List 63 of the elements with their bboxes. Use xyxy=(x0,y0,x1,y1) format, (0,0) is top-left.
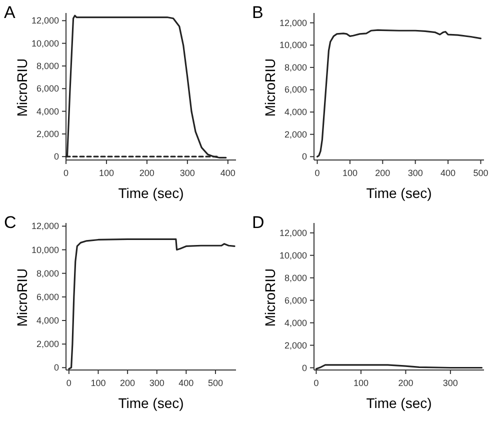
chart-title: D xyxy=(252,213,264,232)
x-axis-title: Time (sec) xyxy=(366,395,432,411)
y-tick-label: 8,000 xyxy=(284,272,307,283)
y-tick-label: 10,000 xyxy=(31,244,59,255)
x-tick-label: 500 xyxy=(473,168,488,178)
y-tick-label: 6,000 xyxy=(284,295,307,306)
x-tick-label: 200 xyxy=(375,168,390,178)
y-tick-label: 4,000 xyxy=(284,318,307,328)
x-tick-label: 300 xyxy=(149,378,164,388)
y-axis-title: MicroRIU xyxy=(262,58,278,117)
x-tick-label: 400 xyxy=(220,168,236,178)
line-series xyxy=(68,238,236,370)
y-tick-label: 10,000 xyxy=(279,40,307,50)
y-axis-title: MicroRIU xyxy=(262,268,278,327)
y-tick-label: 10,000 xyxy=(279,250,307,260)
y-tick-label: 2,000 xyxy=(36,128,59,139)
x-tick-label: 400 xyxy=(440,168,456,178)
y-tick-label: 2,000 xyxy=(36,339,59,350)
x-tick-label: 0 xyxy=(314,378,319,388)
x-tick-label: 300 xyxy=(180,168,195,178)
chart-title: A xyxy=(4,3,16,22)
x-tick-label: 500 xyxy=(208,378,223,388)
x-tick-label: 0 xyxy=(314,168,320,178)
y-tick-label: 0 xyxy=(302,152,307,162)
y-tick-label: 8,000 xyxy=(36,60,59,71)
y-tick-label: 0 xyxy=(54,362,59,373)
x-tick-label: 0 xyxy=(63,168,69,178)
y-tick-label: 12,000 xyxy=(279,228,307,238)
x-tick-label: 100 xyxy=(90,378,106,388)
chart-title: C xyxy=(4,213,16,232)
y-tick-label: 0 xyxy=(54,152,59,162)
y-tick-label: 4,000 xyxy=(36,315,59,326)
x-tick-label: 300 xyxy=(408,168,423,178)
y-tick-label: 2,000 xyxy=(284,129,307,140)
x-tick-label: 300 xyxy=(442,378,458,388)
x-tick-label: 200 xyxy=(398,378,414,388)
x-tick-label: 400 xyxy=(178,378,194,388)
y-axis-title: MicroRIU xyxy=(14,58,30,117)
y-tick-label: 8,000 xyxy=(36,268,59,278)
y-tick-label: 12,000 xyxy=(31,221,59,232)
y-tick-label: 6,000 xyxy=(36,292,59,302)
line-series xyxy=(316,29,482,158)
x-axis-title: Time (sec) xyxy=(118,185,184,201)
chart-title: B xyxy=(252,3,264,22)
y-tick-label: 10,000 xyxy=(31,38,59,48)
y-tick-label: 4,000 xyxy=(284,107,307,118)
x-tick-label: 200 xyxy=(139,168,154,178)
y-tick-label: 6,000 xyxy=(284,84,307,95)
x-tick-label: 100 xyxy=(353,378,368,388)
y-tick-label: 12,000 xyxy=(31,16,59,26)
x-axis-title: Time (sec) xyxy=(366,185,432,201)
y-tick-label: 8,000 xyxy=(284,62,307,72)
y-axis-title: MicroRIU xyxy=(14,268,30,327)
x-tick-label: 100 xyxy=(98,168,114,178)
x-axis-title: Time (sec) xyxy=(118,395,184,411)
y-tick-label: 12,000 xyxy=(279,18,307,28)
y-tick-label: 2,000 xyxy=(284,340,307,350)
y-tick-label: 6,000 xyxy=(36,84,59,94)
x-tick-label: 100 xyxy=(342,168,358,178)
x-tick-label: 0 xyxy=(66,378,72,388)
y-tick-label: 4,000 xyxy=(36,106,59,116)
y-tick-label: 0 xyxy=(302,362,307,373)
x-tick-label: 200 xyxy=(120,378,136,388)
